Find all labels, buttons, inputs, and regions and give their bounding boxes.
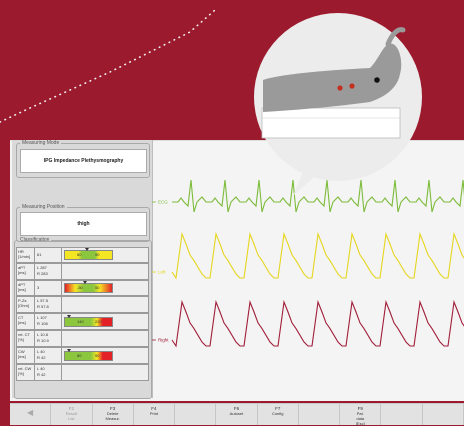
classification-range-bar: 60 90 [64, 248, 113, 260]
classification-value: 3 [37, 285, 40, 290]
trace-label: ECG [158, 200, 168, 205]
range-bar-label: -50 [77, 285, 83, 290]
classification-value: L 40 [37, 366, 45, 371]
waveform-ecg [172, 179, 464, 213]
function-key-label: Config [271, 411, 284, 416]
function-key-f6[interactable]: F6 Autoset [216, 404, 258, 425]
trace-label: Right [158, 338, 169, 343]
classification-value: L 40 [37, 349, 45, 354]
function-key-empty[interactable] [423, 404, 464, 425]
function-key-code: F6 [233, 406, 240, 411]
function-key-label: Print [149, 411, 159, 416]
classification-value: 61 [37, 252, 42, 257]
classification-value: L 287 [37, 265, 47, 270]
classification-label: rel. CT [%] [18, 332, 30, 342]
classification-value: R 57.8 [37, 304, 49, 309]
classification-label: HR [1/min] [18, 249, 31, 259]
classification-label: aPT [ms] [18, 265, 26, 275]
function-key-f2[interactable]: F2 Result List [51, 404, 93, 425]
classification-row: P-Zs [Ohm] L 57.5 R 57.8 [16, 296, 149, 313]
classification-label: dPT [ms] [18, 282, 26, 292]
waveform-left [171, 231, 464, 280]
classification-range-bar: 80 90 [64, 348, 113, 361]
back-arrow-button[interactable]: ◀ [10, 404, 52, 425]
function-key-label: Delete [106, 411, 119, 416]
waveform-area: ECG Left Right [152, 179, 464, 348]
function-key-code: F7 [275, 406, 281, 411]
function-key-f9[interactable]: F9 Pat. data [Esc] [340, 404, 382, 426]
classification-label: CT [ms] [18, 315, 26, 325]
function-key-code: F3 [110, 406, 116, 411]
function-key-code: F9 [357, 406, 363, 411]
classification-value: R 42 [37, 355, 46, 360]
decorative-dotted-line [0, 9, 216, 123]
classification-value: R 108 [37, 321, 48, 326]
classification-value: R 283 [37, 271, 48, 276]
classification-row: rel. CW [%] L 40 R 42 [16, 364, 149, 381]
range-bar-label: 220 [95, 318, 102, 324]
measuring-mode-value[interactable]: IPG Impedance Plethysmography [20, 149, 147, 173]
function-key-code: F4 [151, 406, 157, 411]
measuring-position-legend: Measuring Position [22, 204, 65, 210]
measuring-mode-legend: Measuring Mode [22, 140, 60, 146]
range-bar-label: 60 [77, 252, 82, 257]
classification-row: HR [1/min] 61 60 90 [16, 247, 149, 263]
classification-legend: Classification [20, 237, 50, 243]
function-key-empty[interactable] [175, 404, 217, 425]
measuring-position-value[interactable]: thigh [20, 212, 147, 236]
function-key-empty[interactable] [299, 404, 341, 425]
function-key-bar: ◀ F2 Result List F3 Delete Measur. F4 Print F6 Aut… [10, 403, 464, 426]
function-key-f3[interactable]: F3 Delete Measur. [93, 404, 134, 425]
classification-row: CW [ms] L 40 R 42 80 90 [16, 347, 149, 364]
function-key-f4[interactable]: F4 Print [134, 404, 176, 425]
measuring-position-group: Measuring Position [16, 204, 150, 242]
classification-range-bar: 140 220 [64, 314, 113, 327]
function-key-label: Result [65, 411, 78, 416]
classification-value: L 107 [37, 315, 47, 320]
classification-row: dPT [ms] 3 -50 50 [16, 280, 149, 296]
classification-value: L 57.5 [37, 298, 48, 303]
waveform-right [171, 299, 464, 348]
range-bar-label: 90 [95, 252, 100, 257]
function-key-label: data [356, 416, 365, 421]
trace-label: Left [158, 270, 166, 275]
classification-value: L 10.8 [37, 332, 48, 337]
measuring-mode-group: Measuring Mode [16, 140, 150, 178]
classification-row: CT [ms] L 107 R 108 140 220 [16, 313, 149, 330]
range-bar-label: 50 [95, 285, 100, 290]
classification-row: aPT [ms] L 287 R 283 [16, 263, 149, 280]
function-key-label: Pat. [356, 411, 364, 416]
function-key-label: Autoset [229, 411, 244, 416]
classification-label: CW [ms] [18, 349, 26, 359]
range-bar-label: 90 [95, 352, 100, 358]
classification-label: P-Zs [Ohm] [18, 298, 29, 308]
classification-label: rel. CW [%] [18, 366, 32, 376]
classification-range-bar: -50 50 [64, 281, 113, 293]
classification-value: R 42 [37, 372, 46, 377]
function-key-label: Measur. [105, 416, 120, 421]
classification-value: R 10.9 [37, 338, 49, 343]
function-key-f7[interactable]: F7 Config [258, 404, 299, 425]
function-key-code: F2 [68, 406, 75, 411]
range-bar-label: 140 [77, 318, 84, 324]
function-key-empty[interactable] [381, 404, 423, 425]
left-panel: Measuring Mode IPG Impedance Plethysmogr… [12, 140, 153, 399]
range-bar-label: 80 [77, 352, 82, 358]
classification-row: rel. CT [%] L 10.8 R 10.9 [16, 330, 149, 347]
function-key-label: List [68, 416, 75, 421]
classification-group: Classification [14, 237, 152, 399]
